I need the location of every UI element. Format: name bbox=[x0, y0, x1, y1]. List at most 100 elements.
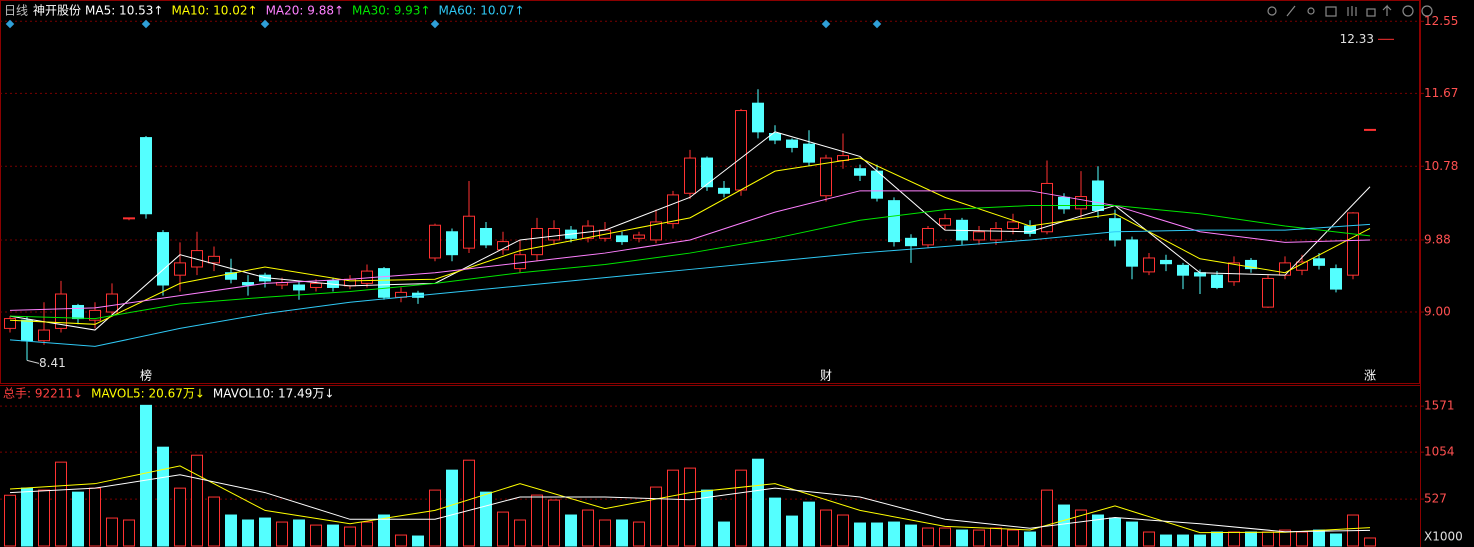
candle-body bbox=[701, 157, 713, 188]
volume-bar bbox=[1041, 489, 1053, 547]
draw-icon[interactable] bbox=[1286, 5, 1296, 17]
event-marker bbox=[260, 19, 270, 29]
candle-body bbox=[820, 157, 832, 197]
candle-body bbox=[1075, 196, 1087, 210]
candle-body bbox=[463, 215, 475, 249]
candle-body bbox=[616, 235, 628, 243]
volume-bar bbox=[1330, 533, 1342, 547]
event-label: 涨 bbox=[1364, 368, 1376, 383]
volume-bar bbox=[871, 522, 883, 547]
candle-body bbox=[1279, 262, 1291, 276]
period-label: 日线 bbox=[4, 4, 28, 18]
volume-bar bbox=[1007, 529, 1019, 547]
candle-body bbox=[446, 231, 458, 256]
candle-body bbox=[718, 187, 730, 194]
candle-body bbox=[174, 262, 186, 276]
box-icon[interactable] bbox=[1325, 6, 1337, 17]
moving-average-line bbox=[9, 190, 1371, 311]
candle-body bbox=[905, 237, 917, 247]
candle-body bbox=[871, 170, 883, 199]
volume-bar bbox=[1194, 534, 1206, 547]
candle-body bbox=[480, 227, 492, 246]
volume-bar bbox=[1211, 531, 1223, 547]
plus-icon[interactable] bbox=[1402, 5, 1414, 17]
candle-body bbox=[310, 282, 322, 288]
candle-body bbox=[1296, 261, 1308, 271]
volume-bar bbox=[157, 446, 169, 547]
volume-bar bbox=[548, 499, 560, 547]
candle-body bbox=[72, 304, 84, 320]
volume-bar bbox=[89, 487, 101, 547]
candle-body bbox=[429, 224, 441, 259]
y-tick-label: 10.78 bbox=[1424, 159, 1458, 173]
moving-average-line bbox=[9, 474, 1371, 533]
volume-bar bbox=[497, 511, 509, 547]
candle-body bbox=[225, 272, 237, 280]
candle-body bbox=[514, 254, 526, 270]
volume-bar bbox=[854, 522, 866, 547]
candle-body bbox=[990, 227, 1002, 241]
volume-bar bbox=[1024, 531, 1036, 547]
candle-body bbox=[242, 282, 254, 286]
volume-bar bbox=[1143, 531, 1155, 547]
y-tick-label: 9.00 bbox=[1424, 305, 1451, 319]
candle-body bbox=[1364, 128, 1376, 131]
moving-average-line bbox=[9, 223, 1371, 347]
volume-bar bbox=[837, 514, 849, 547]
eye-icon[interactable] bbox=[1307, 7, 1315, 15]
candle-body bbox=[854, 168, 866, 176]
volume-bar bbox=[191, 454, 203, 547]
volume-bar bbox=[38, 489, 50, 547]
candle-body bbox=[684, 157, 696, 194]
moving-average-line bbox=[9, 157, 1371, 325]
event-label: 榜 bbox=[140, 368, 152, 383]
volume-bar bbox=[718, 521, 730, 547]
candle-body bbox=[106, 293, 118, 313]
candle-body bbox=[735, 110, 747, 191]
volume-bar bbox=[616, 519, 628, 547]
volume-bar bbox=[106, 517, 118, 547]
volume-bar bbox=[786, 515, 798, 547]
volume-bar bbox=[412, 535, 424, 547]
candle-body bbox=[1024, 225, 1036, 234]
moving-average-line bbox=[9, 131, 1371, 331]
volume-bar bbox=[378, 514, 390, 547]
minus-icon[interactable] bbox=[1421, 5, 1433, 17]
volume-bar bbox=[1109, 517, 1121, 547]
up-icon[interactable] bbox=[1382, 4, 1392, 16]
candle-body bbox=[973, 231, 985, 241]
volume-bar bbox=[140, 404, 152, 547]
y-tick-label: 11.67 bbox=[1424, 86, 1458, 100]
moving-average-line bbox=[9, 205, 1371, 320]
candle-body bbox=[4, 318, 16, 329]
volume-bar bbox=[1364, 537, 1376, 547]
legend-entry: MA30: 9.93↑ bbox=[352, 4, 430, 18]
candle-body bbox=[157, 232, 169, 286]
volume-bar bbox=[803, 501, 815, 547]
volume-bar bbox=[1126, 521, 1138, 547]
candle-body bbox=[123, 217, 135, 220]
volume-bar bbox=[446, 469, 458, 547]
candle-body bbox=[1126, 239, 1138, 267]
candle-body bbox=[752, 102, 764, 133]
candle-body bbox=[1245, 259, 1257, 270]
event-marker bbox=[141, 19, 151, 29]
candle-body bbox=[1143, 257, 1155, 273]
volume-bar bbox=[667, 469, 679, 547]
volume-bar bbox=[956, 529, 968, 547]
volume-bar bbox=[310, 524, 322, 547]
y-tick-label: 527 bbox=[1424, 492, 1447, 506]
volume-bar bbox=[1313, 529, 1325, 547]
volume-bar bbox=[480, 491, 492, 547]
lock-icon[interactable] bbox=[1366, 8, 1376, 17]
legend-entry: MA10: 10.02↑ bbox=[171, 4, 257, 18]
price-panel-border bbox=[0, 0, 1420, 384]
hand-icon[interactable] bbox=[1347, 6, 1357, 16]
volume-bar bbox=[582, 509, 594, 547]
event-marker bbox=[5, 19, 15, 29]
legend-entry: MAVOL10: 17.49万↓ bbox=[213, 387, 334, 401]
settings-icon[interactable] bbox=[1267, 6, 1277, 16]
candle-body bbox=[293, 284, 305, 291]
volume-bar bbox=[55, 461, 67, 547]
